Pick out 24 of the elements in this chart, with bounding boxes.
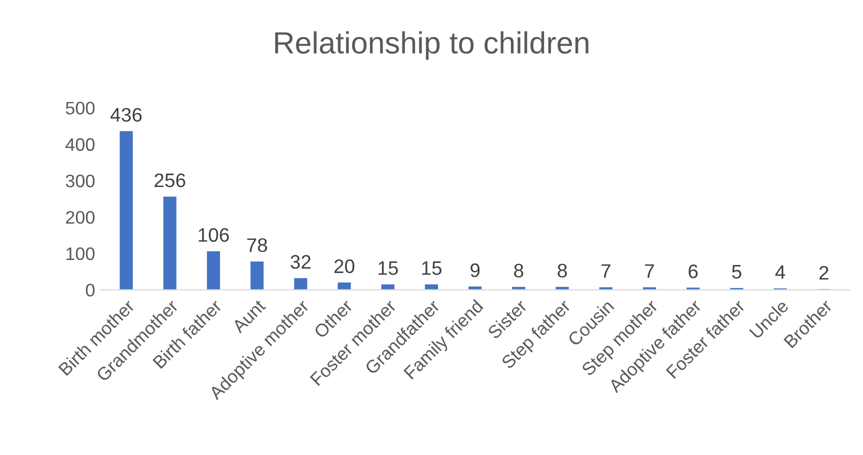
- data-label: 8: [514, 264, 524, 278]
- y-tick-label: 500: [66, 102, 95, 115]
- data-label: 78: [247, 238, 268, 252]
- y-tick-label: 400: [66, 138, 95, 151]
- y-tick-label: 0: [86, 284, 95, 297]
- data-label: 5: [732, 265, 742, 279]
- data-label: 9: [470, 263, 480, 278]
- y-tick-label: 100: [66, 247, 95, 260]
- y-tick-label: 200: [66, 210, 95, 224]
- data-label: 6: [688, 264, 698, 278]
- y-tick-label: 300: [66, 174, 95, 188]
- data-label: 4: [775, 265, 786, 279]
- data-label: 7: [601, 264, 610, 278]
- chart-title: Relationship to children: [275, 31, 588, 60]
- data-label: 32: [290, 255, 311, 269]
- data-label: 106: [198, 228, 229, 242]
- data-label: 20: [334, 259, 354, 274]
- data-label: 256: [154, 173, 186, 188]
- data-label: 15: [422, 261, 442, 275]
- data-label: 2: [819, 266, 828, 280]
- data-label: 8: [558, 264, 567, 278]
- data-label: 436: [110, 108, 142, 122]
- data-label: 7: [645, 264, 654, 278]
- data-label: 15: [378, 261, 398, 275]
